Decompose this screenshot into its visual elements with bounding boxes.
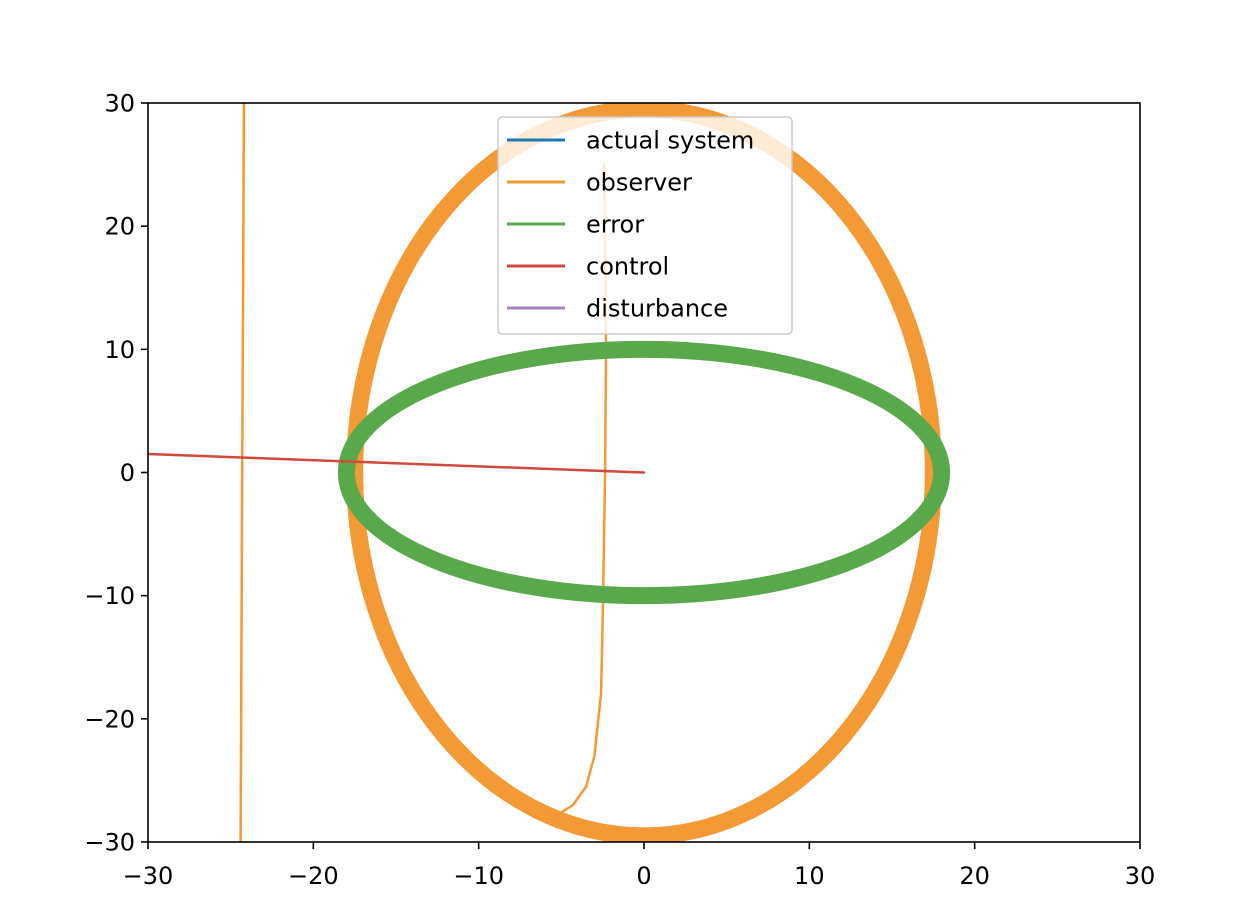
x-tick-label: 10 [794,862,825,890]
y-tick-label: 0 [120,459,135,487]
y-tick-label: −30 [84,829,135,857]
y-tick-label: 30 [104,90,135,118]
x-tick-label: 0 [636,862,651,890]
y-tick-label: 10 [104,336,135,364]
x-tick-label: 30 [1125,862,1156,890]
series-control-line-0 [148,452,646,474]
legend-box [497,116,793,335]
legend-label-actual-system: actual system [586,127,754,155]
data-layer [148,103,951,842]
legend-label-observer: observer [586,169,692,197]
x-tick-label: −30 [123,862,174,890]
y-tick-label: 20 [104,213,135,241]
x-tick-label: 20 [959,862,990,890]
legend: actual system observer error control disturb… [497,116,793,335]
legend-label-error: error [586,211,644,239]
x-axis: −30 −20 −10 0 10 20 30 [123,842,1156,890]
x-tick-label: −20 [288,862,339,890]
legend-label-control: control [586,253,669,281]
series-error-curve-0 [337,340,951,605]
x-tick-label: −10 [453,862,504,890]
legend-label-disturbance: disturbance [586,295,728,323]
series-observer-line-0 [239,103,246,842]
y-tick-label: −10 [84,582,135,610]
y-axis: −30 −20 −10 0 10 20 30 [84,90,148,857]
y-tick-label: −20 [84,705,135,733]
series-observer-line-1 [543,163,608,819]
